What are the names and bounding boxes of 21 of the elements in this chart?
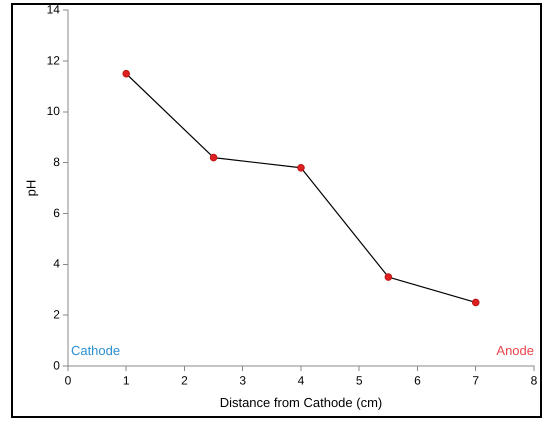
x-tick-label: 0 [64, 374, 72, 388]
annotation: Anode [496, 343, 534, 358]
x-tick-label: 2 [181, 374, 188, 388]
annotation: Cathode [70, 343, 120, 358]
y-tick-label: 14 [46, 2, 60, 17]
y-tick-label: 12 [46, 53, 60, 68]
x-tick-label: 7 [472, 374, 480, 388]
x-axis-title: Distance from Cathode (cm) [220, 394, 382, 410]
y-tick-label: 8 [53, 155, 60, 169]
x-tick-label: 4 [298, 374, 305, 388]
y-tick-label: 2 [53, 307, 60, 322]
x-tick-label: 1 [122, 374, 130, 388]
y-axis-title: pH [23, 180, 38, 196]
x-tick-label: 3 [239, 374, 246, 388]
y-tick-label: 0 [53, 358, 60, 372]
y-tick-label: 6 [53, 206, 60, 220]
x-tick-label: 8 [530, 374, 538, 388]
y-tick-label: 4 [53, 256, 60, 271]
x-tick-label: 5 [356, 374, 363, 388]
x-tick-label: 6 [414, 374, 422, 388]
y-tick-label: 10 [46, 104, 60, 118]
